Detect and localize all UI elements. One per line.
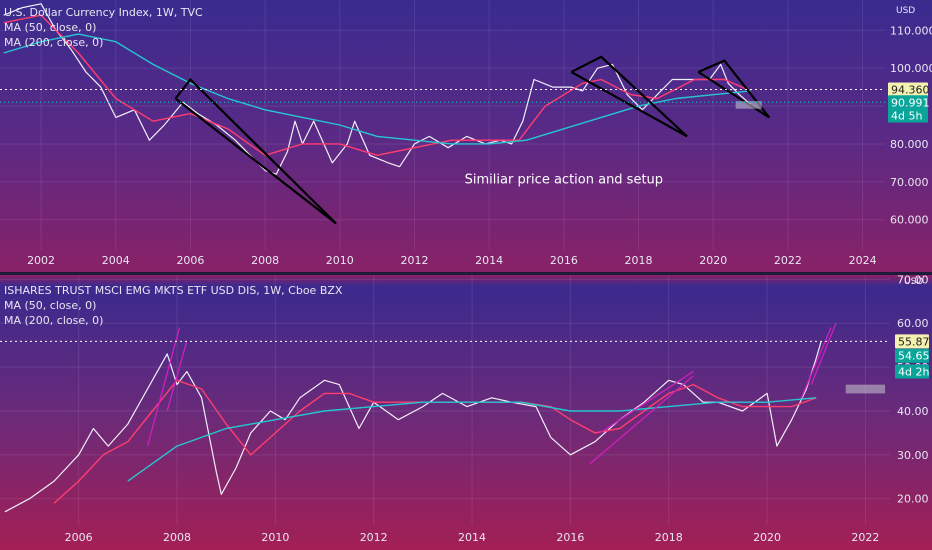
eem-chart[interactable]: 20.0030.0040.0050.0060.0070.002006200820… [0, 275, 932, 550]
eem-price-label: 54.65 [898, 350, 930, 363]
eem-x-tick-label: 2014 [458, 531, 486, 544]
dxy-chart[interactable]: Similiar price action and setup 60.000 70.… [0, 0, 932, 272]
eem-x-tick-label: 2018 [655, 531, 683, 544]
eem-ma200-line[interactable] [127, 397, 817, 482]
dxy-y-tick-label: 70.000 [890, 176, 929, 189]
dxy-price-label: 90.991 [891, 96, 930, 109]
eem-x-tick-label: 2020 [753, 531, 781, 544]
dxy-legend: U.S. Dollar Currency Index, 1W, TVC MA (… [4, 5, 203, 50]
eem-y-tick-label: 20.00 [897, 493, 929, 506]
dxy-y-tick-label: 60.000 [890, 214, 929, 227]
eem-y-tick-label: 40.00 [897, 405, 929, 418]
dxy-legend-ma200[interactable]: MA (200, close, 0) [4, 36, 104, 49]
eem-price-label-box [895, 364, 929, 379]
dxy-wedge-drawing[interactable] [174, 77, 337, 225]
dxy-price-label: 4d 5h [891, 110, 922, 123]
eem-trend-line[interactable] [589, 375, 694, 465]
dxy-price-label-box [888, 82, 928, 97]
eem-unit: USD [904, 277, 924, 287]
eem-y-tick-label: 70.00 [897, 275, 929, 286]
dxy-legend-ma50[interactable]: MA (50, close, 0) [4, 21, 97, 34]
dxy-y-tick-label: 100.000 [890, 62, 932, 75]
dxy-wedge-drawing[interactable] [697, 59, 771, 119]
eem-price-label: 4d 2h [898, 365, 929, 378]
eem-legend-ma200[interactable]: MA (200, close, 0) [4, 314, 104, 327]
dxy-ma50-line[interactable] [3, 14, 751, 156]
dxy-price-label-box [888, 95, 928, 110]
dxy-unit: USD [896, 6, 916, 16]
dxy-price-label: 94.360 [891, 84, 930, 97]
dxy-x-tick-label: 2006 [176, 254, 204, 267]
eem-price-label: 55.87 [898, 335, 930, 348]
dxy-x-tick-label: 2008 [251, 254, 279, 267]
eem-y-tick-label: 30.00 [897, 449, 929, 462]
eem-legend: ISHARES TRUST MSCI EMG MKTS ETF USD DIS,… [4, 283, 342, 328]
dxy-x-tick-label: 2014 [475, 254, 503, 267]
eem-trend-line[interactable] [800, 327, 832, 399]
dxy-x-tick-label: 2002 [27, 254, 55, 267]
eem-trend-line[interactable] [166, 340, 188, 412]
eem-trend-line[interactable] [146, 327, 181, 447]
dxy-x-tick-label: 2020 [699, 254, 727, 267]
eem-projection-box[interactable] [845, 384, 886, 394]
dxy-x-tick-label: 2010 [326, 254, 354, 267]
dxy-legend-title[interactable]: U.S. Dollar Currency Index, 1W, TVC [4, 6, 203, 19]
dxy-ma200-line[interactable] [3, 33, 751, 145]
dxy-wedge-drawing[interactable] [570, 55, 688, 138]
eem-price-label-box [895, 348, 929, 363]
dxy-annotation-text[interactable]: Similiar price action and setup [465, 173, 663, 188]
eem-pane[interactable]: 20.0030.0040.0050.0060.0070.002006200820… [0, 275, 932, 550]
dxy-price-line[interactable] [3, 3, 751, 175]
dxy-x-tick-label: 2016 [550, 254, 578, 267]
dxy-x-tick-label: 2024 [849, 254, 877, 267]
dxy-x-tick-label: 2022 [774, 254, 802, 267]
dxy-y-tick-label: 80.000 [890, 138, 929, 151]
dxy-grid [0, 0, 885, 250]
pane-divider[interactable] [0, 272, 932, 275]
dxy-x-tick-label: 2018 [625, 254, 653, 267]
eem-legend-title[interactable]: ISHARES TRUST MSCI EMG MKTS ETF USD DIS,… [4, 284, 343, 297]
eem-x-tick-label: 2016 [556, 531, 584, 544]
dxy-x-tick-label: 2012 [400, 254, 428, 267]
eem-trend-line[interactable] [599, 370, 694, 434]
eem-y-tick-label: 60.00 [897, 317, 929, 330]
eem-price-label-box [895, 334, 929, 349]
eem-x-tick-label: 2006 [65, 531, 93, 544]
dxy-x-tick-label: 2004 [102, 254, 130, 267]
eem-legend-ma50[interactable]: MA (50, close, 0) [4, 299, 97, 312]
eem-x-tick-label: 2008 [163, 531, 191, 544]
dxy-pane[interactable]: Similiar price action and setup 60.000 70.… [0, 0, 932, 272]
eem-trend-line[interactable] [810, 323, 837, 385]
eem-x-tick-label: 2010 [261, 531, 289, 544]
dxy-price-label-box [888, 108, 928, 123]
eem-x-tick-label: 2022 [851, 531, 879, 544]
dxy-y-tick-label: 110.000 [890, 24, 932, 37]
dxy-projection-box[interactable] [735, 101, 762, 109]
eem-x-tick-label: 2012 [360, 531, 388, 544]
